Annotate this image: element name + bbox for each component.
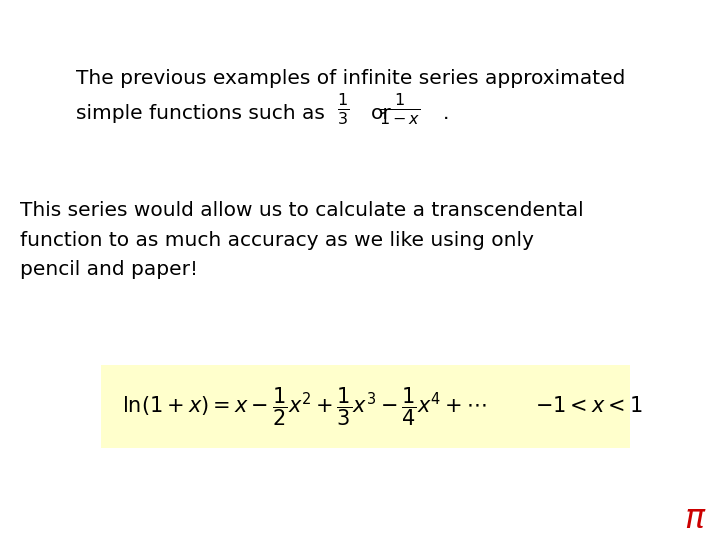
Text: $\frac{1}{1-x}$: $\frac{1}{1-x}$ — [379, 92, 420, 127]
Text: $-1<x<1$: $-1<x<1$ — [535, 396, 642, 416]
Text: function to as much accuracy as we like using only: function to as much accuracy as we like … — [20, 231, 534, 249]
Text: .: . — [443, 104, 449, 123]
Text: This series would allow us to calculate a transcendental: This series would allow us to calculate … — [20, 201, 584, 220]
Text: pencil and paper!: pencil and paper! — [20, 260, 198, 279]
Text: The previous examples of infinite series approximated: The previous examples of infinite series… — [76, 69, 625, 87]
Text: $\frac{1}{3}$: $\frac{1}{3}$ — [337, 92, 348, 127]
Text: simple functions such as: simple functions such as — [76, 104, 325, 123]
Text: $\pi$: $\pi$ — [683, 502, 706, 535]
Text: or: or — [371, 104, 392, 123]
Text: $\ln\!\left(1+x\right)=x-\dfrac{1}{2}x^{2}+\dfrac{1}{3}x^{3}-\dfrac{1}{4}x^{4}+\: $\ln\!\left(1+x\right)=x-\dfrac{1}{2}x^{… — [122, 385, 487, 428]
